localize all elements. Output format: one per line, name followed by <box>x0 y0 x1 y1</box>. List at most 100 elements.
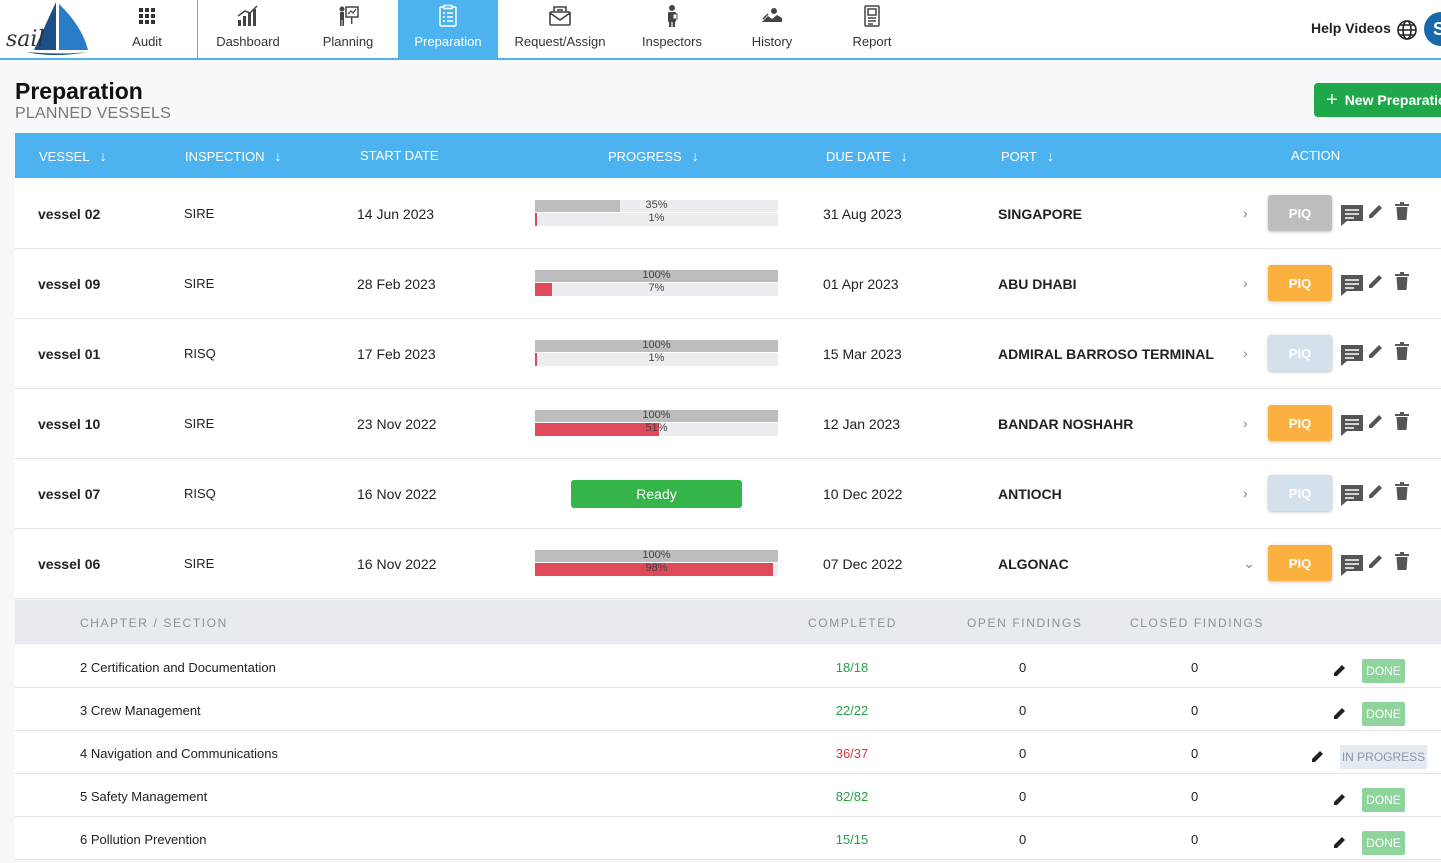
status-badge: DONE <box>1362 831 1405 855</box>
sail-logo[interactable]: sail <box>4 0 92 58</box>
logo-wordmark: sail <box>6 27 44 52</box>
edit-icon[interactable] <box>1333 663 1347 677</box>
nav-label: Inspectors <box>642 34 702 49</box>
due-date: 31 Aug 2023 <box>823 206 902 222</box>
nav-request-assign[interactable]: Request/Assign <box>498 0 622 58</box>
section-row[interactable]: 6 Pollution Prevention 15/15 0 0 DONE <box>15 817 1441 860</box>
nav-history[interactable]: History <box>722 0 822 58</box>
section-row[interactable]: 5 Safety Management 82/82 0 0 DONE <box>15 774 1441 817</box>
page-subtitle: PLANNED VESSELS <box>15 105 171 122</box>
edit-icon[interactable] <box>1367 272 1385 290</box>
inspection-type: SIRE <box>184 416 215 431</box>
comment-icon[interactable] <box>1339 272 1365 298</box>
edit-icon[interactable] <box>1367 342 1385 360</box>
progress-track-bottom <box>535 353 778 366</box>
inspection-type: SIRE <box>184 556 215 571</box>
user-avatar[interactable]: S <box>1424 12 1441 46</box>
history-icon <box>760 4 784 28</box>
edit-icon[interactable] <box>1367 552 1385 570</box>
delete-icon[interactable] <box>1395 412 1409 430</box>
piq-button[interactable]: PIQ <box>1268 195 1332 231</box>
comment-icon[interactable] <box>1339 202 1365 228</box>
col-due-date[interactable]: DUE DATE ↓ <box>826 148 908 164</box>
help-videos-link[interactable]: Help Videos <box>1311 20 1391 36</box>
due-date: 12 Jan 2023 <box>823 416 901 432</box>
piq-button[interactable]: PIQ <box>1268 265 1332 301</box>
table-row[interactable]: vessel 06 SIRE 16 Nov 2022 100% 98% 07 Dec 20… <box>15 529 1441 599</box>
due-date: 15 Mar 2023 <box>823 346 902 362</box>
edit-icon[interactable] <box>1333 835 1347 849</box>
edit-icon[interactable] <box>1311 749 1325 763</box>
main-nav: Audit Dashboard Planning Preparation Re <box>97 0 922 58</box>
nav-report[interactable]: Report <box>822 0 922 58</box>
start-date: 17 Feb 2023 <box>357 346 436 362</box>
nav-audit[interactable]: Audit <box>97 0 197 58</box>
comment-icon[interactable] <box>1339 412 1365 438</box>
progress-track-bottom <box>535 213 778 226</box>
edit-icon[interactable] <box>1333 706 1347 720</box>
col-progress[interactable]: PROGRESS ↓ <box>608 148 699 164</box>
chevron-right-icon[interactable]: › <box>1243 415 1248 431</box>
nav-label: Audit <box>132 34 162 49</box>
piq-button[interactable]: PIQ <box>1268 545 1332 581</box>
top-navigation-bar: sail Audit Dashboard Planning Pre <box>0 0 1441 60</box>
edit-icon[interactable] <box>1333 792 1347 806</box>
piq-button[interactable]: PIQ <box>1268 475 1332 511</box>
comment-icon[interactable] <box>1339 552 1365 578</box>
inspection-type: SIRE <box>184 206 215 221</box>
nav-inspectors[interactable]: Inspectors <box>622 0 722 58</box>
report-icon <box>860 4 884 28</box>
progress-bar: 100% 98% <box>535 549 778 576</box>
ready-button[interactable]: Ready <box>571 480 742 508</box>
col-port-label: PORT <box>1001 148 1037 164</box>
delete-icon[interactable] <box>1395 272 1409 290</box>
piq-button[interactable]: PIQ <box>1268 335 1332 371</box>
plus-icon: + <box>1326 89 1338 111</box>
section-row[interactable]: 4 Navigation and Communications 36/37 0 0 IN… <box>15 731 1441 774</box>
delete-icon[interactable] <box>1395 342 1409 360</box>
progress-label-top: 100% <box>642 409 671 421</box>
chevron-right-icon[interactable]: › <box>1243 345 1248 361</box>
section-row[interactable]: 3 Crew Management 22/22 0 0 DONE <box>15 688 1441 731</box>
start-date: 14 Jun 2023 <box>357 206 435 222</box>
col-port[interactable]: PORT ↓ <box>1001 148 1054 164</box>
table-row[interactable]: vessel 07 RISQ 16 Nov 2022 Ready 10 Dec 2022… <box>15 459 1441 529</box>
col-inspection[interactable]: INSPECTION ↓ <box>185 148 281 164</box>
table-row[interactable]: vessel 10 SIRE 23 Nov 2022 100% 51% 12 Jan 20… <box>15 389 1441 459</box>
chevron-right-icon[interactable]: › <box>1243 205 1248 221</box>
grid-icon <box>135 4 159 28</box>
edit-icon[interactable] <box>1367 482 1385 500</box>
section-row[interactable]: 2 Certification and Documentation 18/18 0 0… <box>15 645 1441 688</box>
comment-icon[interactable] <box>1339 342 1365 368</box>
col-start-date: START DATE <box>360 148 439 163</box>
edit-icon[interactable] <box>1367 412 1385 430</box>
chevron-right-icon[interactable]: › <box>1243 275 1248 291</box>
progress-track-bottom <box>535 423 778 436</box>
nav-dashboard[interactable]: Dashboard <box>198 0 298 58</box>
nav-planning[interactable]: Planning <box>298 0 398 58</box>
progress-fill-bottom <box>535 353 538 366</box>
edit-icon[interactable] <box>1367 202 1385 220</box>
new-preparation-button[interactable]: + New Preparation <box>1314 83 1441 117</box>
inspection-type: RISQ <box>184 346 216 361</box>
delete-icon[interactable] <box>1395 202 1409 220</box>
nav-label: Report <box>852 34 892 49</box>
delete-icon[interactable] <box>1395 482 1409 500</box>
open-findings-count: 0 <box>1019 703 1027 718</box>
comment-icon[interactable] <box>1339 482 1365 508</box>
col-closed-findings-label: CLOSED FINDINGS <box>1130 616 1265 630</box>
piq-button[interactable]: PIQ <box>1268 405 1332 441</box>
delete-icon[interactable] <box>1395 552 1409 570</box>
vessel-name: vessel 02 <box>38 206 101 222</box>
port-name: ANTIOCH <box>998 486 1062 502</box>
globe-icon[interactable] <box>1396 19 1418 41</box>
nav-preparation[interactable]: Preparation <box>398 0 498 58</box>
port-name: SINGAPORE <box>998 206 1083 222</box>
chevron-right-icon[interactable]: › <box>1243 485 1248 501</box>
due-date: 01 Apr 2023 <box>823 276 899 292</box>
col-vessel[interactable]: VESSEL ↓ <box>39 148 107 164</box>
table-row[interactable]: vessel 09 SIRE 28 Feb 2023 100% 7% 01 Apr 202… <box>15 249 1441 319</box>
table-row[interactable]: vessel 02 SIRE 14 Jun 2023 35% 1% 31 Aug 2023… <box>15 179 1441 249</box>
table-row[interactable]: vessel 01 RISQ 17 Feb 2023 100% 1% 15 Mar 202… <box>15 319 1441 389</box>
chevron-down-icon[interactable]: ⌄ <box>1243 555 1255 571</box>
